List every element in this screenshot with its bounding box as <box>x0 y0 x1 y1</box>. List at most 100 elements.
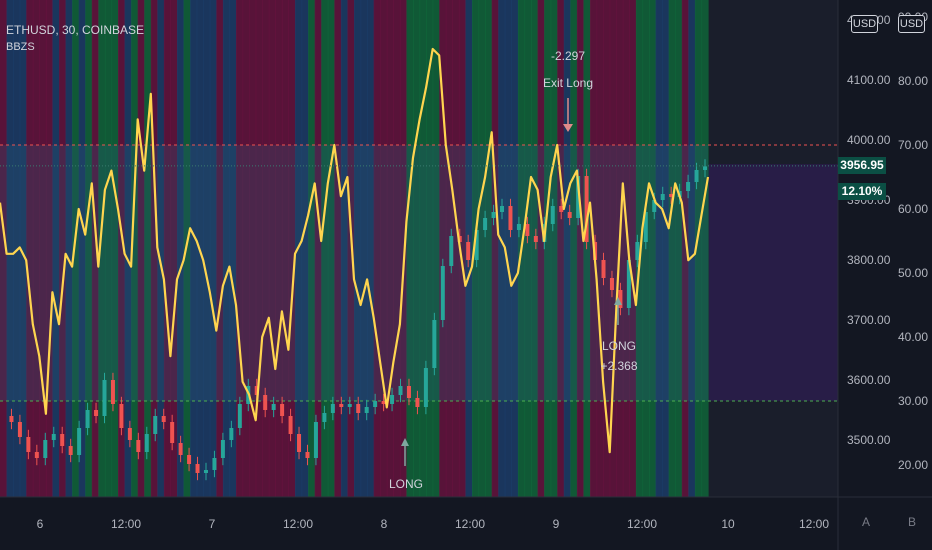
oscillator-tick-label: 50.00 <box>898 266 928 280</box>
regime-band <box>688 0 696 497</box>
regime-band <box>229 0 237 497</box>
candle-body <box>567 212 572 218</box>
regime-band <box>458 0 467 497</box>
price-tick-label: 3800.00 <box>847 253 891 267</box>
candle-body <box>119 404 124 428</box>
regime-band <box>675 0 683 497</box>
candle-body <box>339 404 344 407</box>
regime-band <box>406 0 414 497</box>
candle-body <box>584 176 589 242</box>
regime-band <box>354 0 362 497</box>
regime-band <box>603 0 611 497</box>
candle-body <box>364 407 369 413</box>
exit-long-label: Exit Long <box>543 76 593 90</box>
candle-body <box>686 182 691 191</box>
candle-body <box>237 404 242 428</box>
regime-band <box>413 0 421 497</box>
candle-body <box>381 401 386 404</box>
candle-body <box>330 404 335 413</box>
regime-band <box>314 0 322 497</box>
candle-body <box>500 206 505 212</box>
candle-body <box>305 452 310 458</box>
candle-body <box>17 422 22 437</box>
candle-body <box>127 428 132 440</box>
candle-body <box>203 470 208 473</box>
price-currency-button[interactable]: USD <box>851 15 878 33</box>
regime-band <box>321 0 329 497</box>
candle-body <box>660 194 665 200</box>
regime-band <box>327 0 335 497</box>
candle-body <box>559 206 564 212</box>
log-scale-button[interactable]: B <box>907 515 916 529</box>
candle-body <box>406 386 411 398</box>
regime-band <box>380 0 388 497</box>
candle-body <box>161 416 166 422</box>
candle-body <box>347 404 352 407</box>
candle-body <box>229 428 234 440</box>
regime-band <box>249 0 257 497</box>
regime-band <box>504 0 512 497</box>
candle-body <box>144 434 149 452</box>
candle-body <box>652 200 657 212</box>
oscillator-tick-label: 70.00 <box>898 138 928 152</box>
regime-band <box>85 0 93 497</box>
regime-band <box>26 0 34 497</box>
candle-body <box>474 230 479 260</box>
regime-band <box>701 0 709 497</box>
time-tick-label: 12:00 <box>799 517 829 531</box>
regime-band <box>635 0 644 497</box>
regime-band <box>288 0 296 497</box>
regime-band <box>0 0 8 497</box>
regime-band <box>59 0 67 497</box>
oscillator-tick-label: 30.00 <box>898 394 928 408</box>
regime-band <box>124 0 132 497</box>
regime-band <box>498 0 506 497</box>
candle-body <box>9 416 14 422</box>
time-tick-label: 7 <box>209 517 216 531</box>
regime-band <box>537 0 545 497</box>
candle-body <box>483 218 488 230</box>
auto-scale-button[interactable]: A <box>861 515 870 529</box>
symbol-legend[interactable]: ETHUSD, 30, COINBASE <box>6 23 145 37</box>
regime-band <box>91 0 99 497</box>
regime-band <box>65 0 73 497</box>
candle-body <box>60 434 65 446</box>
regime-band <box>432 0 440 497</box>
regime-band <box>419 0 427 497</box>
chart-legend: ETHUSD, 30, COINBASE BBZS <box>6 22 144 56</box>
regime-band <box>511 0 519 497</box>
regime-band <box>393 0 401 497</box>
candle-body <box>43 440 48 458</box>
candle-body <box>609 278 614 290</box>
regime-band <box>190 0 198 497</box>
oscillator-currency-button[interactable]: USD <box>898 15 925 33</box>
candle-body <box>178 443 183 455</box>
regime-band <box>426 0 434 497</box>
candle-body <box>516 224 521 230</box>
regime-band <box>681 0 689 497</box>
regime-band <box>104 0 113 497</box>
regime-band <box>550 0 558 497</box>
regime-band <box>491 0 499 497</box>
candle-body <box>626 260 631 308</box>
regime-band <box>72 0 80 497</box>
price-tick-label: 4100.00 <box>847 73 891 87</box>
long-arrow-1 <box>401 438 409 446</box>
time-tick-label: 10 <box>721 517 735 531</box>
price-tick-label: 3500.00 <box>847 433 891 447</box>
oscillator-tick-label: 20.00 <box>898 458 928 472</box>
regime-band <box>360 0 368 497</box>
regime-band <box>563 0 571 497</box>
regime-band <box>52 0 60 497</box>
long-value-2: +2.368 <box>600 359 637 373</box>
regime-band <box>177 0 185 497</box>
candle-body <box>415 398 420 407</box>
candle-body <box>170 422 175 443</box>
future-zone <box>708 164 838 401</box>
regime-band <box>340 0 349 497</box>
candle-body <box>356 404 361 413</box>
indicator-legend[interactable]: BBZS <box>6 41 35 53</box>
regime-band <box>111 0 119 497</box>
